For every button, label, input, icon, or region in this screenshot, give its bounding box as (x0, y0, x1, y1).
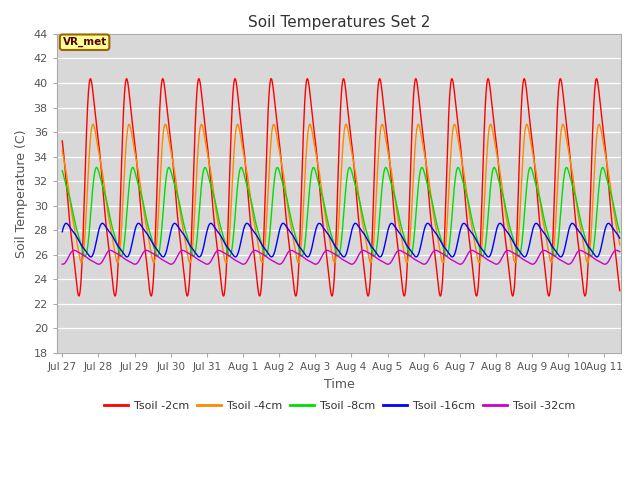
Tsoil -4cm (616, 242, 623, 248)
Tsoil -32cm (493, 261, 500, 267)
Tsoil -2cm (593, 76, 600, 82)
Title: Soil Temperatures Set 2: Soil Temperatures Set 2 (248, 15, 430, 30)
Tsoil -16cm (600, 232, 607, 238)
Line: Tsoil -8cm: Tsoil -8cm (62, 168, 620, 256)
Tsoil -32cm (315, 259, 323, 265)
Legend: Tsoil -2cm, Tsoil -4cm, Tsoil -8cm, Tsoil -16cm, Tsoil -32cm: Tsoil -2cm, Tsoil -4cm, Tsoil -8cm, Tsoi… (99, 397, 579, 416)
Tsoil -8cm (58, 168, 66, 174)
Tsoil -2cm (600, 134, 608, 140)
Tsoil -2cm (315, 171, 323, 177)
Tsoil -2cm (616, 288, 623, 293)
Tsoil -16cm (616, 235, 623, 241)
Line: Tsoil -32cm: Tsoil -32cm (62, 251, 620, 264)
Tsoil -4cm (498, 181, 506, 187)
Tsoil -16cm (498, 222, 506, 228)
Tsoil -2cm (58, 138, 66, 144)
Tsoil -8cm (498, 189, 506, 194)
Tsoil -2cm (87, 76, 95, 82)
Tsoil -8cm (154, 253, 161, 259)
Tsoil -16cm (232, 254, 239, 260)
Tsoil -8cm (600, 167, 608, 172)
Tsoil -32cm (600, 261, 607, 267)
Tsoil -32cm (600, 261, 608, 267)
Tsoil -32cm (143, 248, 150, 253)
Tsoil -2cm (545, 293, 553, 299)
Y-axis label: Soil Temperature (C): Soil Temperature (C) (15, 129, 28, 258)
Line: Tsoil -4cm: Tsoil -4cm (62, 124, 620, 263)
Text: VR_met: VR_met (63, 37, 107, 48)
Tsoil -4cm (87, 132, 95, 138)
Tsoil -4cm (600, 145, 608, 151)
Tsoil -32cm (58, 261, 66, 267)
Line: Tsoil -16cm: Tsoil -16cm (62, 223, 620, 257)
Tsoil -16cm (316, 220, 323, 226)
Tsoil -2cm (600, 132, 607, 138)
Tsoil -8cm (600, 166, 607, 172)
Tsoil -4cm (306, 121, 314, 127)
Tsoil -4cm (600, 144, 607, 149)
Tsoil -16cm (330, 241, 338, 247)
Tsoil -8cm (316, 182, 323, 188)
Tsoil -8cm (616, 229, 623, 235)
X-axis label: Time: Time (324, 378, 355, 391)
Tsoil -32cm (498, 255, 506, 261)
Tsoil -32cm (87, 257, 95, 263)
Tsoil -16cm (600, 231, 608, 237)
Line: Tsoil -2cm: Tsoil -2cm (62, 79, 620, 296)
Tsoil -4cm (58, 148, 66, 154)
Tsoil -8cm (330, 241, 338, 247)
Tsoil -2cm (497, 194, 505, 200)
Tsoil -8cm (201, 165, 209, 170)
Tsoil -16cm (87, 254, 95, 260)
Tsoil -2cm (330, 287, 337, 293)
Tsoil -16cm (58, 229, 66, 235)
Tsoil -8cm (87, 211, 95, 216)
Tsoil -32cm (616, 249, 623, 254)
Tsoil -4cm (330, 259, 338, 265)
Tsoil -4cm (316, 168, 323, 174)
Tsoil -32cm (330, 251, 337, 256)
Tsoil -4cm (150, 260, 157, 265)
Tsoil -16cm (279, 220, 287, 226)
